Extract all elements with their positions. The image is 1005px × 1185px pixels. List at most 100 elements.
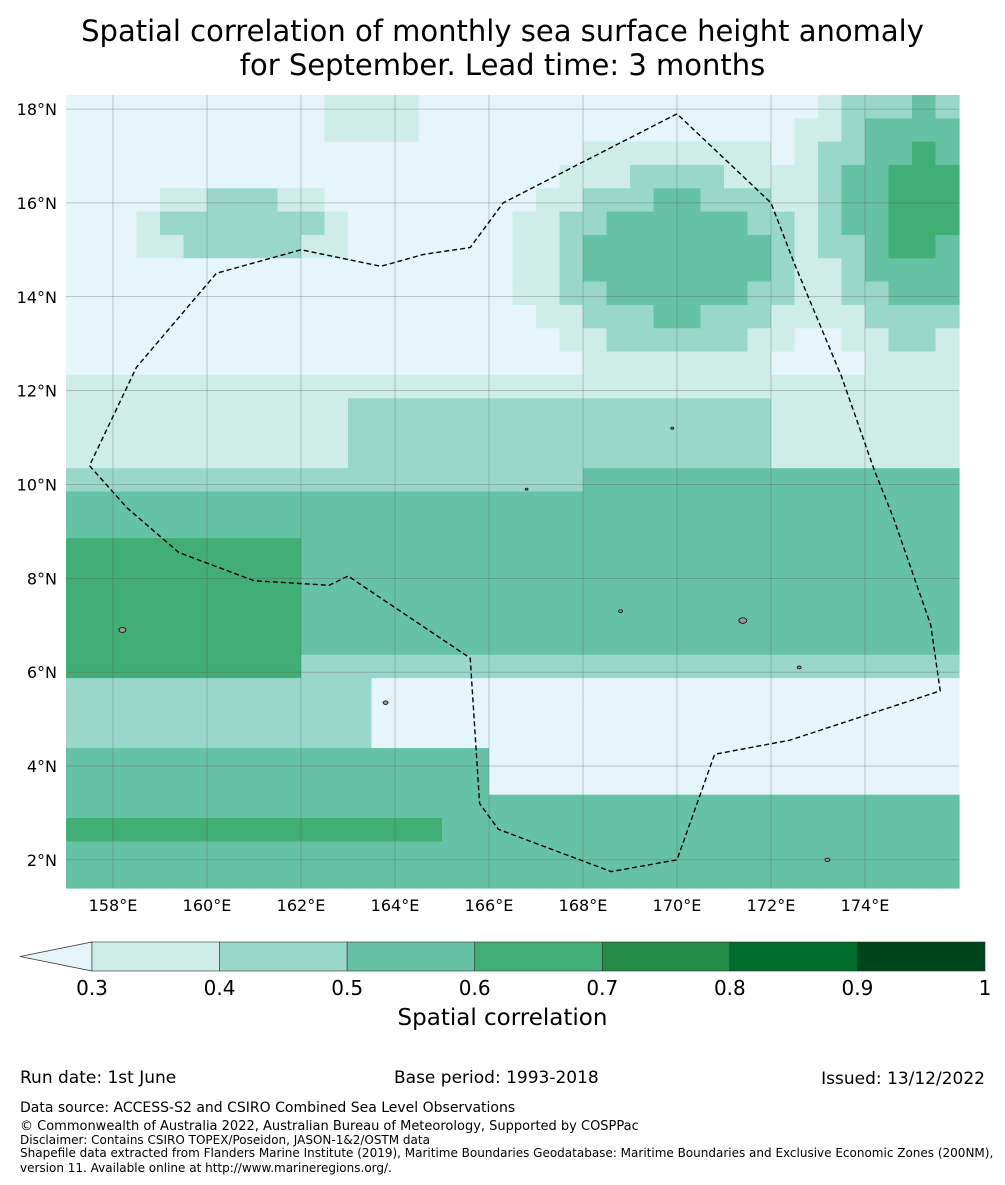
field-cell [841, 514, 866, 539]
field-cell [677, 841, 702, 866]
field-cell [583, 771, 608, 796]
field-cell [771, 374, 796, 399]
field-cell [677, 491, 702, 516]
field-cell [653, 794, 678, 819]
field-cell [442, 678, 467, 703]
field-cell [747, 841, 772, 866]
field-cell [183, 514, 208, 539]
field-cell [183, 141, 208, 166]
field-cell [66, 118, 91, 143]
field-cell [700, 608, 725, 633]
field-cell [254, 561, 279, 586]
correlation-map: 158°E 160°E 162°E 164°E 166°E 168°E 170°E 172°E… [17, 95, 991, 1000]
field-cell [136, 468, 161, 493]
field-cell [113, 281, 138, 306]
field-cell [442, 608, 467, 633]
field-cell [677, 328, 702, 353]
field-cell [465, 421, 490, 446]
field-cell [89, 724, 114, 749]
field-cell [865, 118, 890, 143]
field-cell [301, 304, 326, 329]
field-cell [700, 398, 725, 423]
field-cell [489, 421, 514, 446]
field-cell [653, 281, 678, 306]
field-cell [841, 724, 866, 749]
base-period: Base period: 1993-2018 [394, 1068, 599, 1088]
field-cell [89, 374, 114, 399]
field-cell [747, 281, 772, 306]
field-cell [536, 281, 561, 306]
field-cell [865, 561, 890, 586]
field-cell [912, 584, 937, 609]
field-cell [230, 234, 255, 259]
lon-tick-label: 172°E [747, 896, 796, 915]
field-cell [912, 304, 937, 329]
field-cell [418, 841, 443, 866]
field-cell [559, 258, 584, 283]
field-cell [348, 281, 373, 306]
field-cell [794, 678, 819, 703]
field-cell [606, 421, 631, 446]
field-cell [888, 538, 913, 563]
field-cell [536, 724, 561, 749]
field-cell [301, 584, 326, 609]
field-cell [183, 164, 208, 189]
field-cell [841, 164, 866, 189]
field-cell [888, 608, 913, 633]
field-cell [865, 748, 890, 772]
field-cell [559, 141, 584, 166]
field-cell [794, 444, 819, 469]
field-cell [841, 304, 866, 329]
field-cell [559, 118, 584, 143]
field-cell [747, 188, 772, 213]
field-cell [230, 701, 255, 726]
field-cell [230, 631, 255, 656]
correlation-field [66, 95, 960, 889]
field-cell [630, 584, 655, 609]
field-cell [230, 841, 255, 866]
field-cell [794, 561, 819, 586]
field-cell [489, 631, 514, 656]
field-cell [395, 95, 420, 119]
field-cell [207, 561, 232, 586]
field-cell [301, 281, 326, 306]
field-cell [207, 584, 232, 609]
field-cell [136, 584, 161, 609]
island [118, 627, 127, 633]
field-cell [630, 538, 655, 563]
field-cell [160, 164, 185, 189]
field-cell [583, 654, 608, 679]
field-cell [277, 234, 302, 259]
field-cell [653, 561, 678, 586]
field-cell [888, 748, 913, 772]
field-cell [841, 794, 866, 819]
field-cell [301, 444, 326, 469]
field-cell [888, 654, 913, 679]
field-cell [747, 374, 772, 399]
field-cell [912, 748, 937, 772]
field-cell [912, 864, 937, 889]
field-cell [277, 304, 302, 329]
field-cell [160, 794, 185, 819]
field-cell [324, 351, 349, 376]
field-cell [89, 538, 114, 563]
field-cell [841, 421, 866, 446]
field-cell [771, 281, 796, 306]
field-cell [136, 141, 161, 166]
field-cell [912, 514, 937, 539]
field-cell [747, 654, 772, 679]
field-cell [254, 141, 279, 166]
field-cell [606, 95, 631, 119]
field-cell [677, 864, 702, 889]
field-cell [160, 678, 185, 703]
field-cell [66, 164, 91, 189]
field-cell [677, 211, 702, 236]
field-cell [677, 561, 702, 586]
field-cell [888, 188, 913, 213]
field-cell [207, 421, 232, 446]
field-cell [724, 421, 749, 446]
field-cell [583, 118, 608, 143]
field-cell [653, 421, 678, 446]
field-cell [865, 164, 890, 189]
field-cell [912, 631, 937, 656]
